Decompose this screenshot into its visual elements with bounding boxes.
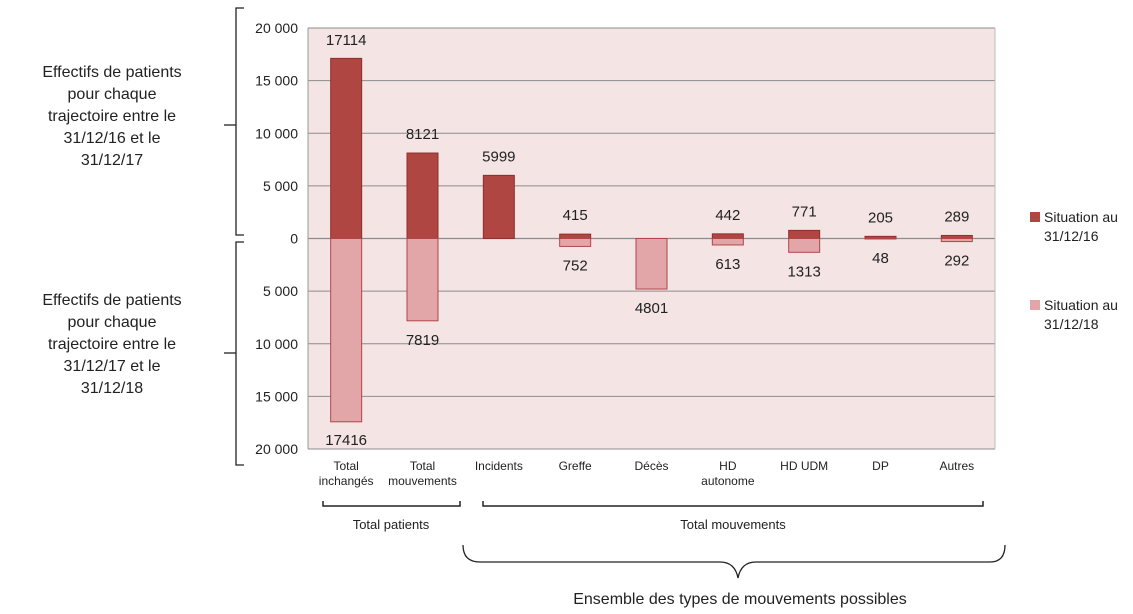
lower-side-label-line: 31/12/18 bbox=[80, 380, 144, 397]
data-label-2016: 205 bbox=[868, 209, 893, 226]
lower-side-label-line: pour chaque bbox=[67, 314, 157, 331]
y-tick-label: 5 000 bbox=[263, 178, 298, 194]
bar-2018 bbox=[864, 238, 897, 240]
data-label-2016: 442 bbox=[715, 207, 740, 224]
total-mouvements-bracket bbox=[482, 501, 984, 507]
legend-label-2018: Situation au 31/12/18 bbox=[1044, 296, 1133, 334]
bar-2016 bbox=[330, 57, 363, 239]
data-label-2016: 17114 bbox=[326, 32, 367, 49]
all-movements-brace bbox=[462, 544, 1006, 579]
x-tick-label: HD UDM bbox=[780, 459, 828, 473]
data-label-2018: 7819 bbox=[406, 332, 439, 349]
bar-2016 bbox=[788, 229, 821, 239]
legend-swatch-2018 bbox=[1030, 300, 1040, 310]
x-tick-label: autonome bbox=[701, 474, 755, 488]
lower-side-label: Effectifs de patients pour chaque trajecto… bbox=[12, 290, 212, 400]
y-tick-label: 20 000 bbox=[255, 20, 298, 36]
legend-swatch-2016 bbox=[1030, 212, 1040, 222]
lower-side-label-line: trajectoire entre le bbox=[47, 336, 177, 353]
upper-side-brace bbox=[235, 7, 244, 236]
upper-side-label-line: pour chaque bbox=[67, 86, 157, 103]
legend-2018-line: Situation au bbox=[1044, 297, 1118, 313]
x-tick-label: Greffe bbox=[559, 459, 592, 473]
y-tick-label: 10 000 bbox=[255, 336, 298, 352]
data-label-2018: 292 bbox=[944, 253, 969, 270]
y-tick-label: 0 bbox=[290, 231, 298, 247]
x-tick-label: DP bbox=[872, 459, 889, 473]
data-label-2018: 1313 bbox=[787, 263, 820, 280]
x-tick-label: mouvements bbox=[388, 474, 457, 488]
total-patients-label: Total patients bbox=[353, 517, 430, 532]
y-tick-label: 15 000 bbox=[255, 388, 298, 404]
upper-side-label-line: trajectoire entre le bbox=[47, 108, 177, 125]
bar-2018 bbox=[406, 238, 439, 322]
y-tick-label: 5 000 bbox=[263, 283, 298, 299]
x-tick-label: Autres bbox=[939, 459, 974, 473]
data-label-2018: 752 bbox=[563, 257, 588, 274]
data-label-2018: 4801 bbox=[635, 300, 668, 317]
legend-2016-line: Situation au bbox=[1044, 209, 1118, 225]
bar-2018 bbox=[711, 238, 744, 246]
bar-2016 bbox=[482, 174, 515, 239]
bar-2018 bbox=[940, 238, 973, 243]
y-tick-label: 15 000 bbox=[255, 73, 298, 89]
x-tick-label: inchangés bbox=[319, 474, 374, 488]
legend-label-2016: Situation au 31/12/16 bbox=[1044, 208, 1133, 246]
data-label-2018: 17416 bbox=[325, 432, 367, 449]
all-movements-label: Ensemble des types de mouvements possibl… bbox=[573, 591, 907, 608]
bar-2016 bbox=[711, 233, 744, 239]
bar-2016 bbox=[559, 233, 592, 240]
lower-side-brace bbox=[235, 241, 244, 466]
data-label-2016: 415 bbox=[563, 207, 588, 224]
upper-side-label-line: Effectifs de patients bbox=[42, 64, 182, 81]
data-label-2016: 5999 bbox=[482, 148, 515, 165]
data-label-2018: 613 bbox=[715, 256, 740, 273]
total-patients-bracket bbox=[322, 501, 461, 507]
x-tick-label: Décès bbox=[634, 459, 668, 473]
x-tick-label: Total bbox=[410, 459, 435, 473]
x-tick-label: HD bbox=[719, 459, 737, 473]
upper-side-label-line: 31/12/17 bbox=[80, 152, 144, 169]
bar-2018 bbox=[330, 238, 363, 423]
upper-side-label-line: 31/12/16 et le bbox=[63, 130, 161, 147]
bar-2018 bbox=[788, 238, 821, 253]
lower-side-label-line: 31/12/17 et le bbox=[63, 358, 161, 375]
x-tick-label: Incidents bbox=[475, 459, 523, 473]
bar-2018 bbox=[635, 238, 668, 290]
upper-side-label: Effectifs de patients pour chaque trajecto… bbox=[12, 62, 212, 172]
data-label-2016: 771 bbox=[792, 203, 817, 220]
y-tick-label: 10 000 bbox=[255, 125, 298, 141]
data-label-2016: 289 bbox=[944, 208, 969, 225]
x-tick-label: Total bbox=[333, 459, 358, 473]
lower-side-label-line: Effectifs de patients bbox=[42, 292, 182, 309]
data-label-2018: 48 bbox=[872, 250, 889, 267]
total-mouvements-label: Total mouvements bbox=[680, 517, 786, 532]
bar-2018 bbox=[559, 238, 592, 247]
y-tick-label: 20 000 bbox=[255, 441, 298, 457]
legend-2016-line: 31/12/16 bbox=[1044, 228, 1099, 244]
bar-2016 bbox=[406, 152, 439, 239]
legend-2018-line: 31/12/18 bbox=[1044, 316, 1099, 332]
data-label-2016: 8121 bbox=[406, 126, 439, 143]
